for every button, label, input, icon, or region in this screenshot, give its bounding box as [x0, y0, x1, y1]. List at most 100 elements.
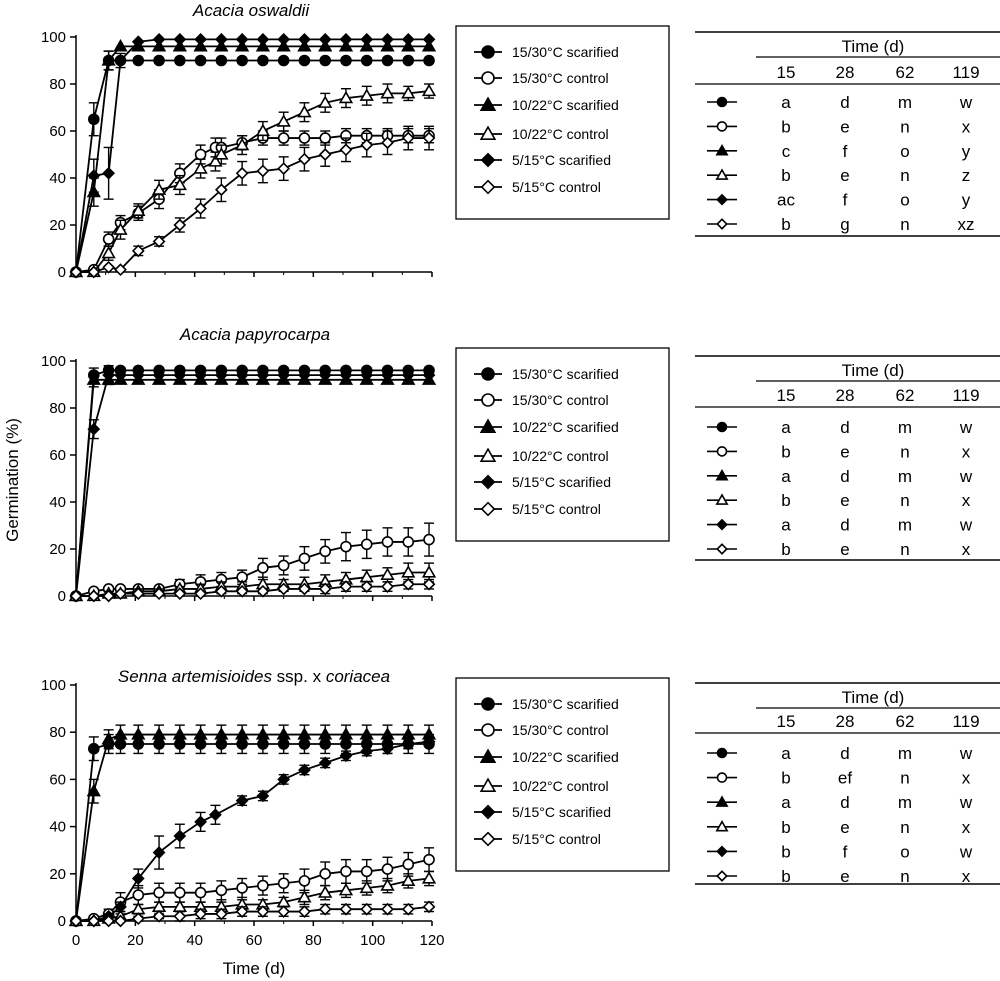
- data-point-diamond: [318, 148, 332, 161]
- y-tick-label: 20: [49, 541, 66, 558]
- legend-entry: 10/22°C scarified: [512, 419, 619, 435]
- legend-entry: 15/30°C scarified: [512, 44, 619, 60]
- table-cell: o: [900, 842, 909, 861]
- data-point-diamond: [194, 907, 207, 921]
- series-3: [68, 372, 437, 602]
- data-point-triangle: [172, 177, 187, 191]
- data-point-diamond: [152, 909, 166, 923]
- data-point-diamond: [235, 905, 249, 918]
- data-point-diamond: [114, 368, 127, 382]
- series-line: [76, 571, 430, 597]
- data-point-triangle: [421, 871, 437, 884]
- series-4: [68, 83, 437, 278]
- data-point-triangle: [101, 245, 116, 259]
- series-2: [70, 522, 435, 602]
- data-point-diamond: [69, 589, 83, 603]
- data-point-circle: [153, 886, 165, 899]
- data-point-triangle: [255, 123, 271, 137]
- data-point-diamond: [256, 368, 270, 382]
- data-point-diamond: [422, 32, 436, 46]
- table-cell: n: [900, 491, 909, 510]
- legend-diamond-icon: [480, 501, 496, 517]
- data-point-diamond: [298, 32, 311, 46]
- data-point-diamond: [339, 580, 353, 593]
- y-tick-label: 60: [49, 771, 66, 788]
- legend-diamond-icon: [480, 831, 496, 847]
- data-point-circle: [402, 536, 415, 548]
- table-cell: n: [900, 166, 909, 185]
- table-cell: m: [898, 793, 912, 812]
- data-point-diamond: [114, 900, 127, 914]
- legend-entry: 15/30°C scarified: [512, 696, 619, 712]
- table-cell: x: [962, 540, 971, 559]
- table-cell: w: [959, 467, 973, 486]
- table-cell: w: [959, 418, 973, 437]
- data-point-diamond: [256, 164, 270, 178]
- data-point-circle: [215, 54, 228, 67]
- series-line: [75, 378, 430, 597]
- data-point-diamond: [318, 32, 332, 46]
- data-point-diamond: [102, 368, 116, 382]
- table-cell: d: [840, 516, 849, 535]
- data-point-circle: [381, 54, 394, 67]
- table-cell: n: [900, 769, 909, 788]
- series-1: [70, 50, 435, 278]
- data-point-diamond: [401, 737, 415, 751]
- chart-title-part: Acacia oswaldii: [192, 1, 310, 20]
- series-line: [76, 137, 430, 273]
- legend-entry: 15/30°C control: [512, 722, 609, 738]
- data-point-triangle: [208, 154, 223, 167]
- data-point-triangle: [151, 182, 167, 195]
- table-cell: m: [898, 467, 912, 486]
- chart-panel-1: Acacia oswaldii 0 20 40 60 80 100 15/30°C scari…: [41, 1, 670, 281]
- data-point-triangle: [235, 727, 250, 740]
- data-point-diamond: [422, 131, 436, 145]
- row-diamond-icon: [716, 845, 728, 858]
- data-point-diamond: [298, 368, 311, 382]
- y-tick-label: 20: [49, 866, 66, 883]
- table-cell: g: [840, 215, 849, 234]
- x-tick-label: 80: [305, 932, 322, 949]
- data-point-triangle: [214, 147, 229, 160]
- x-tick-label: 0: [72, 932, 80, 949]
- table-cell: m: [898, 418, 912, 437]
- series-line: [75, 538, 430, 597]
- table-cell: m: [898, 516, 912, 535]
- y-tick-label: 0: [58, 588, 66, 605]
- data-point-triangle: [297, 890, 312, 903]
- row-diamond-icon: [716, 218, 728, 230]
- table-cell: b: [781, 442, 790, 461]
- table-cell: f: [843, 142, 848, 161]
- series-line: [75, 369, 430, 597]
- data-point-diamond: [401, 32, 415, 46]
- data-point-diamond: [339, 749, 353, 763]
- table-column-label: 62: [896, 63, 915, 82]
- legend-triangle-icon: [479, 125, 497, 140]
- table-cell: x: [962, 442, 971, 461]
- table-cell: e: [840, 442, 849, 461]
- data-point-diamond: [214, 32, 228, 46]
- table-cell: x: [962, 818, 971, 837]
- data-point-triangle: [380, 878, 395, 891]
- data-point-diamond: [152, 587, 166, 601]
- table-column-label: 119: [952, 386, 979, 405]
- series-line: [76, 877, 430, 922]
- data-point-diamond: [277, 162, 291, 175]
- data-point-diamond: [422, 368, 436, 382]
- data-point-diamond: [87, 914, 101, 928]
- table-header: Time (d): [842, 361, 905, 380]
- data-point-circle: [88, 742, 100, 755]
- data-point-diamond: [401, 577, 415, 591]
- x-tick-label: 60: [246, 932, 263, 949]
- y-tick-label: 40: [49, 494, 66, 511]
- data-point-diamond: [102, 589, 116, 603]
- table-cell: b: [781, 215, 790, 234]
- data-point-circle: [360, 865, 373, 878]
- table-row: ac f o y: [707, 191, 971, 210]
- data-point-triangle: [113, 39, 128, 52]
- legend-diamond-icon: [480, 179, 496, 195]
